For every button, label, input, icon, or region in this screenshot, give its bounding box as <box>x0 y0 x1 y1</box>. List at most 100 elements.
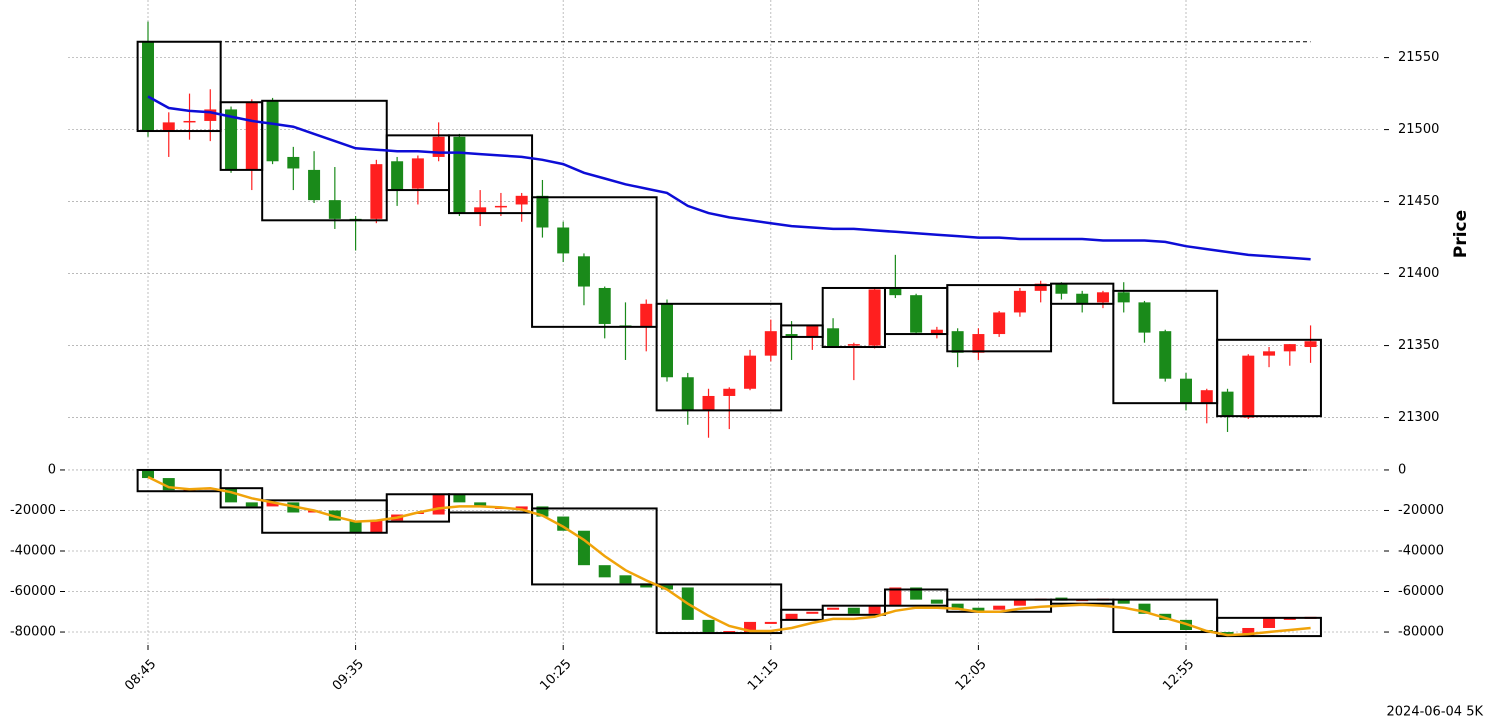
candle-body <box>889 587 902 606</box>
candle-body <box>910 587 923 600</box>
candle-body <box>640 303 653 327</box>
candle-body <box>474 207 487 214</box>
candle-body <box>370 164 383 219</box>
candle-body <box>598 565 611 578</box>
range-box <box>883 588 949 607</box>
candle-body <box>1200 390 1213 404</box>
candle-body <box>391 161 404 191</box>
candle-body <box>827 607 840 610</box>
candle-body <box>1242 627 1255 637</box>
candle-body <box>661 303 673 378</box>
candle-body <box>1013 290 1026 313</box>
candle-body <box>847 607 860 614</box>
y-tick-label: -60000 <box>1398 584 1444 599</box>
candle-body <box>142 41 154 132</box>
x-tick-label: 10:25 <box>537 657 574 694</box>
range-box <box>1112 598 1219 634</box>
candle-body <box>702 619 715 633</box>
candle-body <box>972 334 985 353</box>
candle-body <box>474 502 487 507</box>
y-tick-label: 21500 <box>1398 122 1439 137</box>
candle-body <box>806 325 819 337</box>
candle-body <box>536 195 549 228</box>
y-tick-label: 0 <box>48 462 56 477</box>
range-box <box>219 487 264 509</box>
candle-body <box>245 102 258 170</box>
candle-body <box>1013 599 1026 606</box>
candle-body <box>744 355 757 389</box>
candle-body <box>411 158 424 189</box>
candle-body <box>1180 378 1192 404</box>
candle-body <box>889 287 902 296</box>
y-tick-label: -20000 <box>1398 503 1444 518</box>
range-box <box>531 507 658 586</box>
candle-body <box>681 377 694 411</box>
candle-body <box>764 621 777 624</box>
candle-body <box>1034 283 1047 291</box>
candle-body <box>993 605 1006 610</box>
candle-body <box>266 100 279 162</box>
candle-body <box>827 328 840 348</box>
candle-body <box>785 613 798 620</box>
candle-body <box>1283 344 1296 352</box>
y-tick-label: -40000 <box>10 543 56 558</box>
range-box <box>448 493 534 514</box>
candle-body <box>515 506 528 510</box>
candle-body <box>453 136 466 214</box>
candle-body <box>515 195 528 205</box>
candle-body <box>349 520 362 533</box>
candle-body <box>868 605 881 614</box>
candle-body <box>1096 292 1109 303</box>
candle-body <box>557 227 570 254</box>
x-tick-label: 09:35 <box>330 657 367 694</box>
range-box <box>1050 598 1115 605</box>
y-tick-label: 0 <box>1398 462 1406 477</box>
candle-body <box>1263 351 1276 356</box>
y-tick-label: 21550 <box>1398 50 1439 65</box>
candle-body <box>806 611 819 614</box>
candle-body <box>287 156 300 169</box>
x-tick-label: 11:15 <box>745 657 782 694</box>
y-tick-label: 21300 <box>1398 410 1439 425</box>
candle-body <box>723 631 736 634</box>
candle-body <box>972 607 985 612</box>
candle-body <box>266 502 279 507</box>
candle-body <box>868 289 881 346</box>
line-series <box>147 95 1311 261</box>
candle-body <box>536 506 549 517</box>
range-box <box>655 302 783 412</box>
candle-body <box>619 575 632 584</box>
candle-body <box>661 585 673 590</box>
x-tick-label: 12:55 <box>1160 657 1197 694</box>
candle-body <box>1159 331 1172 379</box>
candle-body <box>951 603 964 610</box>
candle-body <box>494 205 507 208</box>
footnote: 2024-06-04 5K <box>1387 705 1484 720</box>
y-tick-label: -40000 <box>1398 543 1444 558</box>
range-box <box>821 604 886 616</box>
range-box <box>136 468 222 493</box>
range-box <box>655 583 783 635</box>
candle-body <box>577 256 590 287</box>
candle-body <box>1242 355 1255 418</box>
candle-body <box>370 520 383 533</box>
y-tick-label: 21350 <box>1398 338 1439 353</box>
candle-body <box>432 136 445 157</box>
candle-body <box>993 312 1006 335</box>
candle-body <box>1076 293 1089 304</box>
candle-body <box>225 109 238 170</box>
range-box <box>531 196 658 328</box>
range-box <box>1216 616 1322 638</box>
x-tick-label: 08:45 <box>122 657 159 694</box>
candle-body <box>930 599 943 604</box>
candle-body <box>328 200 341 219</box>
range-box <box>136 40 222 133</box>
y-axis-label: Price <box>1451 210 1471 258</box>
candle-body <box>308 169 321 201</box>
candle-body <box>744 621 757 633</box>
candle-body <box>951 331 964 353</box>
candle-body <box>453 494 466 503</box>
candle-body <box>1055 283 1068 294</box>
candle-body <box>930 329 943 335</box>
